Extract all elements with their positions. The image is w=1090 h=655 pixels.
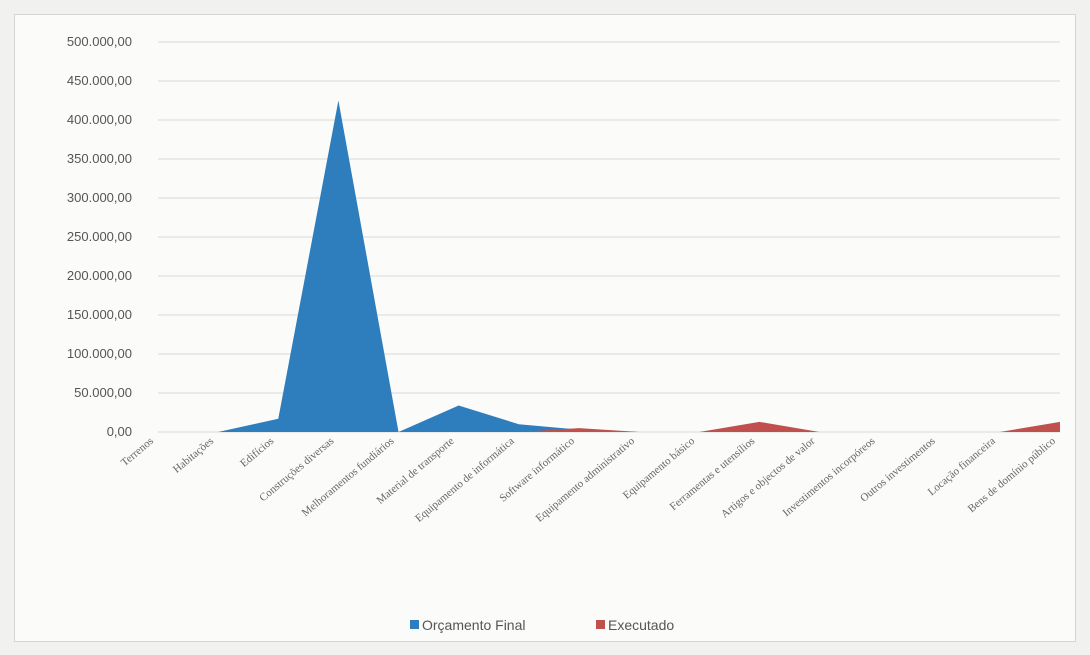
legend: Orçamento Final Executado — [410, 617, 674, 633]
chart-frame — [14, 14, 1076, 642]
y-tick-label: 200.000,00 — [67, 268, 132, 283]
legend-swatch — [596, 620, 605, 629]
x-tick-label: Equipamento de informática — [413, 435, 517, 525]
x-tick-label: Edifícios — [238, 435, 276, 470]
y-tick-label: 300.000,00 — [67, 190, 132, 205]
legend-label: Executado — [608, 617, 674, 633]
y-tick-label: 350.000,00 — [67, 151, 132, 166]
y-tick-label: 400.000,00 — [67, 112, 132, 127]
y-tick-label: 100.000,00 — [67, 346, 132, 361]
y-tick-label: 50.000,00 — [74, 385, 132, 400]
area-series-0 — [158, 100, 1060, 432]
y-axis-tick-labels: 0,00 50.000,00 100.000,00 150.000,00 200.000… — [67, 34, 132, 439]
x-tick-label: Equipamento administrativo — [534, 435, 638, 525]
series-areas — [158, 100, 1060, 432]
legend-swatch — [410, 620, 419, 629]
x-tick-label: Habitações — [171, 435, 216, 476]
y-tick-label: 250.000,00 — [67, 229, 132, 244]
x-tick-label: Terrenos — [119, 435, 156, 469]
y-tick-label: 450.000,00 — [67, 73, 132, 88]
y-tick-label: 500.000,00 — [67, 34, 132, 49]
legend-label: Orçamento Final — [422, 617, 525, 633]
y-tick-label: 0,00 — [107, 424, 132, 439]
y-tick-label: 150.000,00 — [67, 307, 132, 322]
